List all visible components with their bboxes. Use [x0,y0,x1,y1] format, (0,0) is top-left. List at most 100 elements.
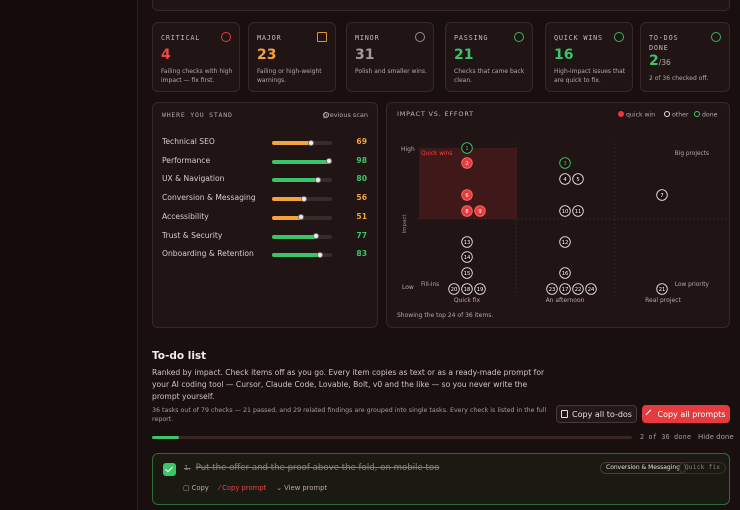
stat-card: QUICK WINS 16 High-impact issues that are … [545,22,633,92]
matrix-footer: Showing the top 24 of 36 items. [397,312,493,319]
matrix-point [461,142,473,154]
stat-label: PASSING [454,34,489,42]
stat-card: TO-DOS DONE 2/36 2 of 36 checked off. [640,22,730,92]
score-track [272,176,332,183]
progress-fill [152,436,179,439]
copy-prompts-button[interactable]: Copy all prompts [642,405,730,423]
progress-label: 2 of 36 done [640,433,692,441]
matrix-point-label: 8 [465,209,468,215]
view-prompt-action[interactable]: ⌄ View prompt [276,484,328,492]
matrix-point [572,173,584,185]
matrix-point-label: 9 [478,209,481,215]
matrix-point-label: 7 [660,193,663,199]
previous-scan-dot [297,214,304,221]
copy-prompt-label: Copy prompt [222,484,267,492]
score-name: Technical SEO [162,137,215,146]
stat-label: MINOR [355,34,380,42]
standing-card: WHERE YOU STAND previous scan Technical … [152,102,378,328]
stat-number: 21 [454,47,474,63]
matrix-point-label: 20 [451,287,458,293]
matrix-point [559,267,571,279]
stat-icon [415,32,425,42]
score-track [272,195,332,202]
legend-swatch [664,111,670,117]
stat-icon [614,32,624,42]
stat-desc: 2 of 36 checked off. [649,75,709,82]
copy-prompt-action[interactable]: ⁄ Copy prompt [218,484,267,492]
previous-scan-dot [300,195,307,202]
matrix-point [559,283,571,295]
legend-label: other [672,112,689,119]
stat-value: 31 [355,47,374,63]
matrix-point [461,157,473,169]
previous-scan-dot [325,158,332,165]
stat-value: 2/36 [649,53,671,69]
todo-title: To-do list [152,350,207,362]
copy-icon [561,410,569,418]
stat-label: CRITICAL [161,34,201,42]
score-bar [272,234,319,239]
todo-checkbox[interactable] [163,463,176,476]
matrix-point [572,283,584,295]
copy-action[interactable]: ▢ Copy [183,484,209,492]
matrix-point-label: 12 [562,240,569,246]
score-name: Performance [162,155,211,165]
todo-item-title: 1. Put the offer and the proof above the … [184,463,439,473]
stat-label: MAJOR [257,34,282,42]
matrix-point-label: 1 [465,146,468,152]
score-track [272,233,332,239]
score-value: 77 [356,230,367,240]
score-value: 83 [356,249,367,259]
stat-value: 21 [454,47,473,63]
matrix-point-label: 4 [563,177,567,183]
copy-prompts-label: Copy all prompts [657,409,726,419]
standing-legend: previous scan [323,111,368,119]
hide-done[interactable]: Hide done [698,433,734,441]
score-bar [272,215,303,220]
todo-actions: ▢ Copy ⁄ Copy prompt ⌄ View prompt [183,484,327,492]
matrix-card: IMPACT VS. EFFORT quick win other done High L… [386,102,730,328]
matrix-point-label: 3 [563,161,566,167]
matrix-point-label: 11 [575,209,582,215]
matrix-point-label: 17 [562,287,569,293]
matrix-point [546,283,558,295]
matrix-point [461,189,473,201]
score-track [272,139,332,146]
score-track [272,214,332,221]
quadrant-label: Big projects [675,151,709,157]
stat-number: 2 [649,53,659,69]
y-high: High [401,146,415,153]
standing-title: WHERE YOU STAND [162,111,233,119]
score-track [272,158,332,165]
score-name: Accessibility [162,211,209,221]
quadrant-label: Low priority [675,282,710,288]
matrix-point-label: 16 [562,271,569,277]
stat-value: 23 [257,47,276,63]
matrix-point [559,173,571,185]
legend-label: done [702,112,718,119]
score-bar [272,159,331,164]
matrix-point [656,283,668,295]
score-name: Trust & Security [162,230,223,240]
todo-tag: Conversion & Messaging [600,462,687,474]
matrix-point [559,205,571,217]
stat-value: 16 [554,47,573,63]
stat-card: MINOR 31 Polish and smaller wins. [346,22,434,92]
copy-todos-button[interactable]: Copy all to-dos [556,405,637,423]
score-bar [272,253,322,258]
matrix-point-label: 21 [659,287,666,293]
previous-scan-dot [308,139,315,146]
matrix-point [559,157,571,169]
progress-track [152,436,632,439]
score-value: 80 [356,174,367,184]
copy-action-label: Copy [191,484,209,492]
stat-desc: High-impact issues that are quick to fix… [554,68,626,84]
todo-intro: Ranked by impact. Check items off as you… [152,368,545,401]
score-name: Onboarding & Retention [162,249,254,259]
sidebar [0,0,138,510]
stat-desc: Polish and smaller wins. [355,68,427,75]
stat-desc: Checks that came back clean. [454,68,525,84]
previous-scan-dot [313,233,320,239]
todo-item-text: Put the offer and the proof above the fo… [195,463,440,473]
